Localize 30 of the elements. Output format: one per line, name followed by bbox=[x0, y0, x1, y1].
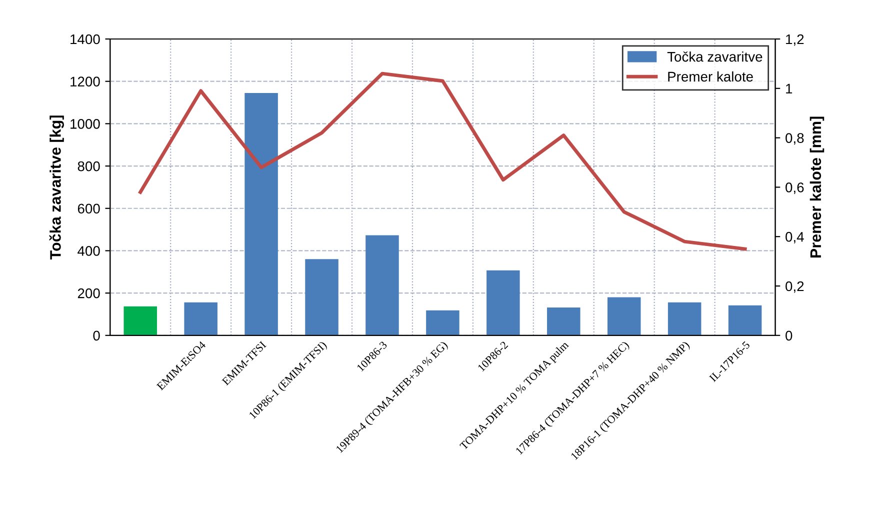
y2-tick-label: 0,6 bbox=[786, 182, 804, 194]
y2-axis-title: Premer kalote [mm] bbox=[810, 116, 824, 258]
bar bbox=[486, 270, 520, 336]
y-tick-label: 200 bbox=[78, 288, 100, 298]
y-axis-title: Točka zavaritve [kg] bbox=[49, 116, 64, 260]
bar bbox=[366, 235, 399, 336]
bar bbox=[607, 297, 641, 336]
y2-tick-label: 0,2 bbox=[786, 281, 804, 293]
y-tick-label: 400 bbox=[78, 246, 100, 256]
legend-label: Točka zavaritve bbox=[667, 51, 762, 62]
y-tick-label: 1000 bbox=[70, 119, 100, 129]
y2-tick-label: 0,8 bbox=[786, 133, 804, 145]
y-tick-label: 600 bbox=[78, 204, 100, 214]
y-tick-label: 0 bbox=[93, 330, 100, 341]
bar bbox=[728, 305, 762, 336]
y2-tick-label: 0,4 bbox=[786, 232, 804, 244]
bar bbox=[547, 307, 580, 336]
bar bbox=[244, 92, 278, 336]
bar bbox=[124, 306, 157, 336]
y2-tick-label: 1,2 bbox=[786, 34, 804, 46]
bar bbox=[426, 310, 460, 336]
y2-tick-label: 0 bbox=[786, 330, 792, 341]
legend-label: Premer kalote bbox=[668, 71, 753, 82]
y-tick-label: 1400 bbox=[70, 34, 100, 44]
bar bbox=[305, 259, 338, 336]
y-tick-label: 1200 bbox=[70, 76, 100, 87]
y2-tick-label: 1 bbox=[786, 84, 792, 94]
bar bbox=[184, 302, 218, 336]
bar bbox=[668, 302, 702, 336]
y-tick-label: 800 bbox=[78, 161, 100, 172]
